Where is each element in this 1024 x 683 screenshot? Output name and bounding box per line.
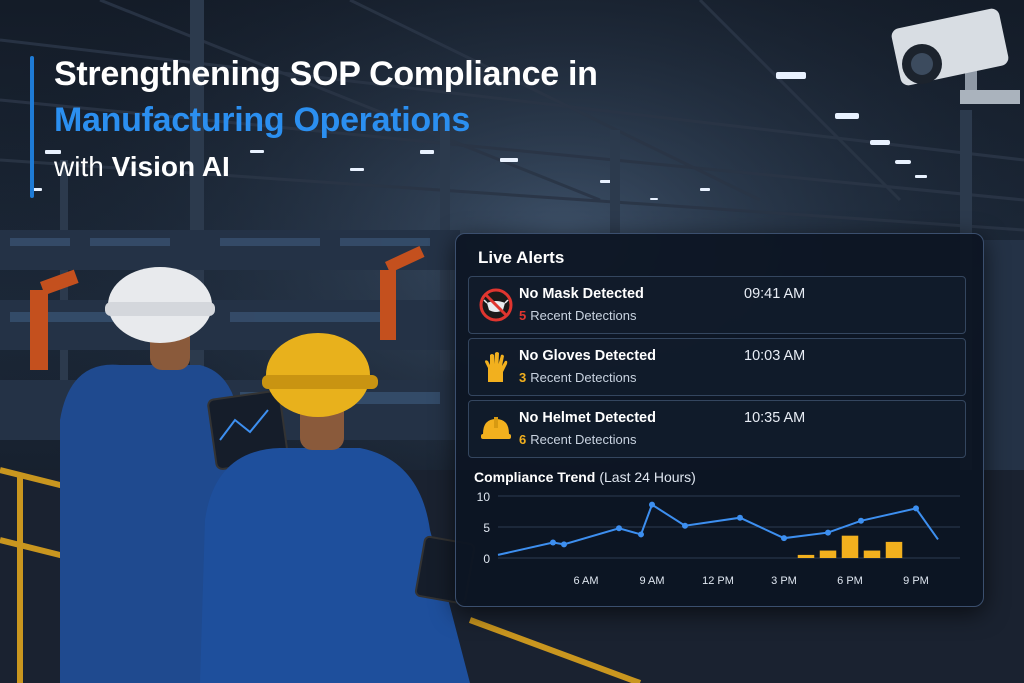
headline-line-3-prefix: with (54, 151, 104, 182)
alert-detections: 3 Recent Detections (519, 370, 636, 385)
y-tick-label: 5 (483, 521, 490, 535)
x-tick-label: 12 PM (702, 575, 734, 587)
trend-point (781, 535, 787, 542)
trend-bar (797, 554, 815, 558)
trend-bar (885, 541, 903, 558)
alert-count: 6 (519, 432, 527, 447)
trend-title-text: Compliance Trend (474, 469, 596, 485)
alert-count-suffix: Recent Detections (530, 308, 637, 323)
trend-point (550, 539, 556, 546)
alert-count-suffix: Recent Detections (530, 370, 637, 385)
gloves-icon (485, 352, 508, 382)
compliance-trend-chart: 0 5 10 6 AM 9 AM 12 PM 3 PM 6 PM 9 PM (477, 490, 960, 587)
x-tick-label: 6 AM (573, 575, 598, 587)
x-tick-label: 9 AM (639, 575, 664, 587)
trend-bar (841, 535, 859, 558)
alert-count: 5 (519, 308, 527, 323)
alert-time: 10:03 AM (744, 348, 806, 364)
trend-bar (819, 550, 837, 558)
trend-point (649, 501, 655, 508)
alert-count: 3 (519, 370, 527, 385)
alert-label: No Gloves Detected (519, 348, 656, 364)
headline-accent-bar (30, 56, 34, 198)
trend-line (497, 503, 939, 556)
trend-point (858, 517, 864, 524)
alert-detections: 6 Recent Detections (519, 432, 636, 447)
alert-no-mask[interactable]: No Mask Detected 09:41 AM 5 Recent Detect… (468, 276, 966, 334)
trend-point (561, 541, 567, 548)
x-tick-label: 6 PM (837, 575, 863, 587)
trend-bar (863, 550, 881, 558)
alert-no-gloves[interactable]: No Gloves Detected 10:03 AM 3 Recent Dete… (468, 338, 966, 396)
alert-label: No Mask Detected (519, 286, 644, 302)
trend-point (682, 522, 688, 529)
trend-point (737, 514, 743, 521)
compliance-trend-title: Compliance Trend (Last 24 Hours) (474, 469, 696, 485)
trend-subtitle: (Last 24 Hours) (599, 469, 696, 485)
headline-line-1: Strengthening SOP Compliance in (54, 55, 598, 93)
headline: Strengthening SOP Compliance in Manufact… (30, 52, 598, 198)
alert-count-suffix: Recent Detections (530, 432, 637, 447)
no-mask-icon (479, 288, 513, 322)
alert-label: No Helmet Detected (519, 410, 656, 426)
trend-point (913, 505, 919, 512)
alert-time: 09:41 AM (744, 286, 806, 302)
alert-detections: 5 Recent Detections (519, 308, 636, 323)
x-tick-label: 3 PM (771, 575, 797, 587)
trend-point (616, 525, 622, 532)
headline-line-3-emphasis: Vision AI (111, 151, 230, 182)
x-tick-label: 9 PM (903, 575, 929, 587)
headline-line-2: Manufacturing Operations (54, 101, 470, 139)
y-tick-label: 0 (483, 552, 490, 566)
alert-time: 10:35 AM (744, 410, 806, 426)
alert-no-helmet[interactable]: No Helmet Detected 10:35 AM 6 Recent Dete… (468, 400, 966, 458)
trend-point (825, 529, 831, 536)
y-tick-label: 10 (477, 490, 491, 504)
headline-line-3: with Vision AI (54, 144, 598, 190)
panel-title: Live Alerts (478, 248, 565, 267)
trend-point (638, 531, 644, 538)
helmet-icon (481, 417, 511, 439)
